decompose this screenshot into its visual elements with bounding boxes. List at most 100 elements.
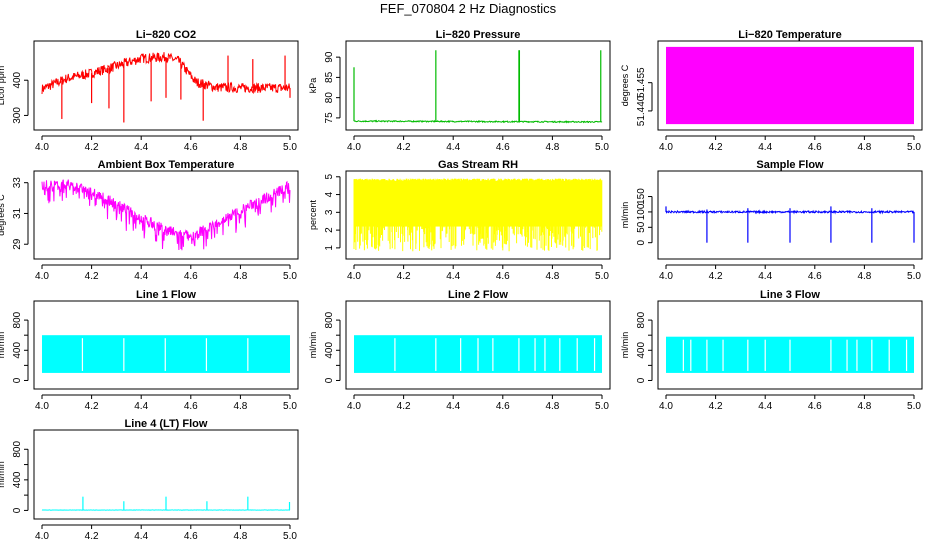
y-axis-label: ml/min	[0, 461, 6, 488]
x-tick-label: 4.0	[35, 401, 49, 412]
y-axis-label: ml/min	[308, 332, 318, 359]
y-axis: 29 31 33 degrees C	[0, 177, 29, 250]
y-axis-label: Licor ppm	[0, 66, 6, 106]
plot-frame	[33, 40, 299, 131]
y-axis: 0 400 800 ml/min	[620, 311, 653, 383]
x-tick-label: 5.0	[907, 142, 921, 153]
x-axis: 4.0 4.2 4.4 4.6 4.8 5.0	[35, 524, 297, 540]
x-tick-label: 4.4	[134, 531, 148, 540]
x-axis: 4.0 4.2 4.4 4.6 4.8 5.0	[659, 264, 921, 282]
chart-title: Li−820 Temperature	[738, 29, 841, 41]
series-line2	[354, 335, 602, 373]
y-tick-label: 0	[636, 239, 647, 245]
chart-title: Ambient Box Temperature	[98, 159, 235, 171]
x-tick-label: 4.4	[134, 142, 148, 153]
y-tick-label: 0	[12, 507, 23, 513]
x-tick-label: 4.2	[709, 271, 723, 282]
x-tick-label: 4.0	[659, 142, 673, 153]
x-tick-label: 4.8	[233, 401, 247, 412]
chart-title: Line 3 Flow	[760, 289, 820, 301]
y-tick-label: 0	[636, 377, 647, 383]
series-line3	[666, 336, 914, 373]
x-tick-label: 4.8	[233, 271, 247, 282]
x-tick-label: 4.2	[85, 142, 99, 153]
x-tick-label: 4.8	[857, 271, 871, 282]
y-axis-label: percent	[308, 199, 318, 230]
x-tick-label: 4.0	[347, 271, 361, 282]
series-sample	[665, 206, 915, 243]
chart-title: Line 4 (LT) Flow	[125, 418, 208, 430]
y-tick-label: 400	[12, 342, 23, 359]
y-tick-label: 75	[324, 112, 335, 124]
plot-frame	[657, 170, 923, 260]
y-tick-label: 80	[324, 92, 335, 104]
x-tick-label: 4.6	[184, 401, 198, 412]
series-line4	[41, 496, 291, 511]
x-tick-label: 4.0	[35, 531, 49, 540]
chart-title: Line 1 Flow	[136, 289, 196, 301]
plot-frame	[345, 40, 611, 131]
chart-line-2-flow: Line 2 Flow 4.0 4.2 4.4 4.6 4.8 5.0 0 400 800 ml/m…	[308, 289, 611, 412]
x-tick-label: 4.2	[85, 531, 99, 540]
x-tick-label: 4.2	[709, 401, 723, 412]
x-tick-label: 4.4	[134, 271, 148, 282]
x-tick-label: 4.2	[85, 271, 99, 282]
plot-frame	[657, 300, 923, 390]
x-tick-label: 4.8	[545, 271, 559, 282]
series-temperature	[666, 46, 914, 125]
x-tick-label: 4.0	[347, 401, 361, 412]
x-tick-label: 4.6	[808, 401, 822, 412]
page-title: FEF_070804 2 Hz Diagnostics	[379, 1, 557, 16]
y-tick-label: 31	[12, 207, 23, 219]
y-axis: 0 400 800 ml/min	[0, 441, 29, 513]
y-tick-label: 400	[324, 342, 335, 359]
x-tick-label: 4.4	[134, 401, 148, 412]
plot-frame	[33, 429, 299, 520]
x-tick-label: 5.0	[283, 401, 297, 412]
x-tick-label: 4.2	[397, 401, 411, 412]
data-band	[42, 335, 290, 373]
x-tick-label: 4.6	[496, 401, 510, 412]
x-axis: 4.0 4.2 4.4 4.6 4.8 5.0	[35, 135, 297, 153]
x-tick-label: 4.2	[397, 271, 411, 282]
y-tick-label: 300	[12, 107, 23, 124]
y-tick-label: 85	[324, 71, 335, 83]
y-axis-label: ml/min	[620, 202, 630, 229]
chart-gas-stream-rh: Gas Stream RH 4.0 4.2 4.4 4.6 4.8 5.0 1 2 3 4 5 perc…	[308, 159, 611, 282]
x-tick-label: 5.0	[907, 271, 921, 282]
y-tick-label: 800	[324, 311, 335, 328]
series-pressure	[353, 50, 603, 124]
x-tick-label: 5.0	[595, 271, 609, 282]
y-tick-label: 90	[324, 51, 335, 63]
x-tick-label: 4.6	[808, 142, 822, 153]
y-axis-label: ml/min	[620, 332, 630, 359]
x-tick-label: 4.8	[233, 142, 247, 153]
y-axis-label: degrees C	[620, 64, 630, 106]
series-ambient	[41, 179, 291, 251]
x-tick-label: 4.0	[35, 271, 49, 282]
x-tick-label: 4.4	[758, 142, 772, 153]
x-tick-label: 4.0	[35, 142, 49, 153]
x-tick-label: 5.0	[595, 142, 609, 153]
x-tick-label: 4.2	[85, 401, 99, 412]
y-tick-label: 33	[12, 177, 23, 189]
y-axis: 75 80 85 90 kPa	[308, 51, 341, 124]
chart-li-820-pressure: Li−820 Pressure 4.0 4.2 4.4 4.6 4.8 5.0 75 80 85 9…	[308, 29, 611, 153]
chart-li-820-temperature: Li−820 Temperature 4.0 4.2 4.4 4.6 4.8 5.0 51.4…	[620, 29, 923, 153]
x-axis: 4.0 4.2 4.4 4.6 4.8 5.0	[659, 135, 921, 153]
y-tick-label: 0	[324, 377, 335, 383]
x-tick-label: 4.8	[857, 142, 871, 153]
x-tick-label: 4.0	[659, 401, 673, 412]
y-tick-label: 5	[324, 174, 335, 180]
y-tick-label: 400	[12, 71, 23, 88]
y-tick-label: 400	[12, 471, 23, 488]
x-tick-label: 4.2	[397, 142, 411, 153]
x-tick-label: 4.0	[659, 271, 673, 282]
data-trace	[41, 179, 291, 251]
y-axis: 1 2 3 4 5 percent	[308, 174, 341, 251]
chart-title: Line 2 Flow	[448, 289, 508, 301]
chart-title: Li−820 CO2	[136, 29, 196, 41]
